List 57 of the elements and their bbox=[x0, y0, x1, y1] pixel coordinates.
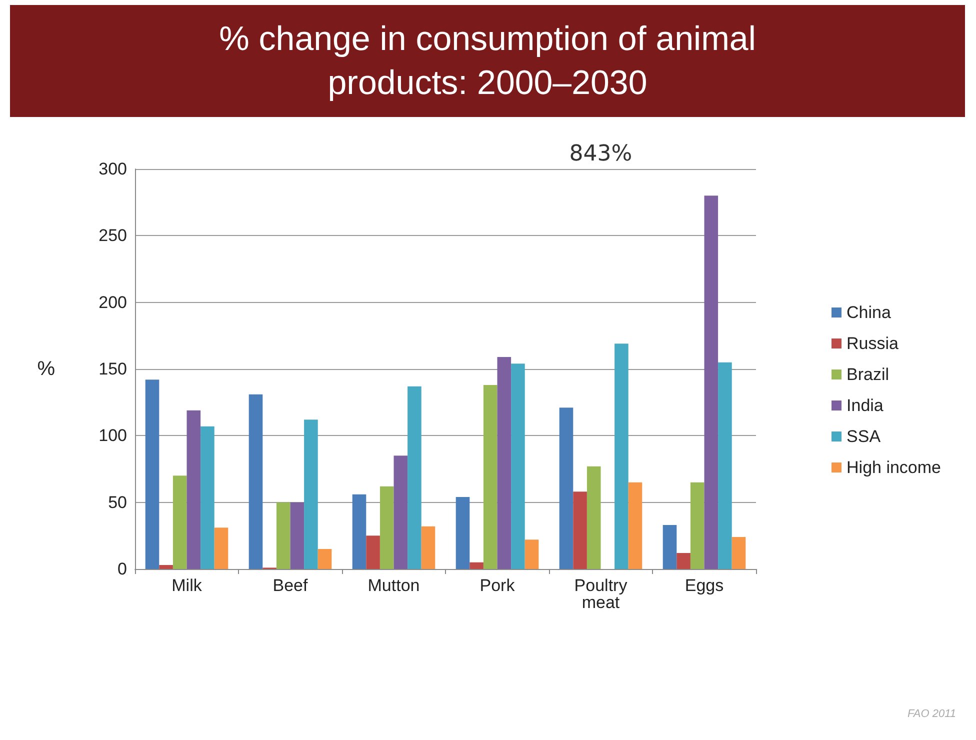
legend-label: Russia bbox=[846, 334, 900, 353]
bar bbox=[524, 540, 539, 569]
bar bbox=[586, 466, 601, 569]
bar bbox=[145, 380, 160, 569]
bar bbox=[304, 420, 318, 569]
legend-label: Brazil bbox=[846, 365, 890, 384]
bar bbox=[159, 565, 173, 569]
bar bbox=[614, 344, 628, 569]
legend-label: India bbox=[846, 396, 884, 415]
y-axis-title: % bbox=[37, 358, 56, 380]
x-tick-label: Eggs bbox=[684, 576, 724, 595]
y-tick-label: 0 bbox=[118, 560, 127, 578]
bar bbox=[290, 502, 304, 569]
legend-label: China bbox=[846, 303, 892, 322]
bar bbox=[366, 536, 380, 569]
bar bbox=[408, 386, 422, 569]
y-tick-label: 100 bbox=[98, 426, 127, 446]
y-tick-label: 300 bbox=[98, 160, 127, 178]
bar bbox=[248, 394, 263, 569]
bar bbox=[662, 525, 677, 569]
bar bbox=[690, 482, 704, 569]
bar bbox=[470, 562, 484, 569]
bar bbox=[676, 553, 690, 569]
y-tick-label: 200 bbox=[98, 292, 127, 312]
chart-title: % change in consumption of animal products: 2000–2030 bbox=[218, 19, 757, 104]
bar bbox=[394, 456, 408, 569]
x-tick-label: Pork bbox=[480, 576, 516, 595]
x-tick-label: Milk bbox=[172, 576, 202, 595]
bar bbox=[456, 497, 470, 569]
bar bbox=[200, 426, 214, 569]
bar bbox=[718, 362, 732, 569]
bar bbox=[214, 528, 228, 569]
legend-label: SSA bbox=[846, 427, 882, 446]
bar bbox=[497, 357, 512, 569]
legend-label: High income bbox=[846, 458, 942, 477]
y-tick-label: 50 bbox=[108, 492, 127, 512]
bar bbox=[421, 526, 436, 569]
bar bbox=[559, 408, 574, 569]
bar bbox=[573, 492, 587, 569]
x-tick-label: Poultry meat bbox=[574, 576, 628, 612]
bar bbox=[276, 502, 290, 569]
x-tick-label: Mutton bbox=[368, 576, 420, 595]
y-tick-label: 150 bbox=[98, 360, 127, 378]
bar bbox=[732, 537, 746, 569]
bar bbox=[628, 482, 642, 569]
bar bbox=[352, 494, 366, 569]
text: 843% bbox=[569, 142, 632, 166]
bar bbox=[380, 486, 394, 569]
x-tick-label: Beef bbox=[272, 576, 308, 595]
bar bbox=[483, 385, 498, 569]
bar bbox=[172, 476, 187, 569]
bar bbox=[318, 549, 332, 569]
bar bbox=[186, 410, 201, 569]
bar bbox=[511, 364, 525, 569]
y-tick-label: 250 bbox=[98, 226, 127, 246]
bar bbox=[704, 196, 718, 569]
text: FAO 2011 bbox=[907, 708, 956, 720]
